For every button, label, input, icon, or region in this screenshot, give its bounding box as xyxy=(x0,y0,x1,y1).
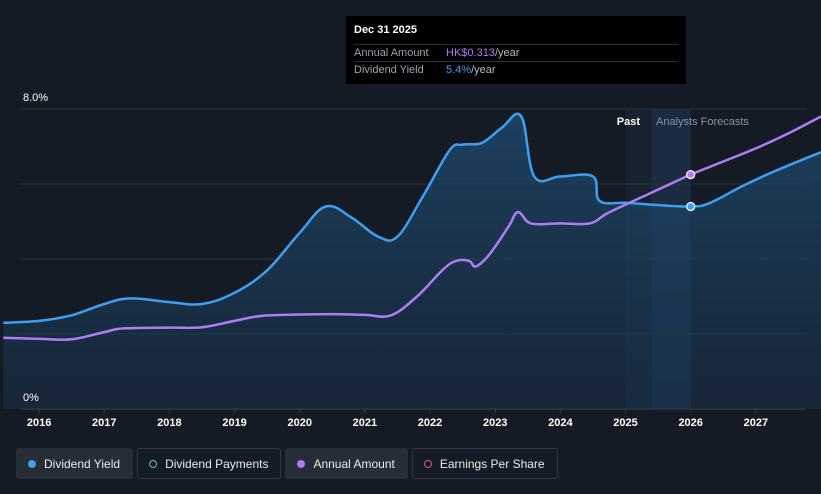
dividend-yield-area xyxy=(3,113,821,409)
past-zone-label: Past xyxy=(617,116,641,128)
filled-dot-icon xyxy=(297,459,306,468)
x-tick-label: 2020 xyxy=(287,417,311,429)
x-tick-label: 2025 xyxy=(613,417,637,429)
x-tick-label: 2026 xyxy=(678,417,702,429)
tooltip-date: Dec 31 2025 xyxy=(354,24,417,36)
legend-dividend-yield-label: Dividend Yield xyxy=(44,456,121,471)
legend-annual-amount-button[interactable]: Annual Amount xyxy=(285,448,408,479)
legend-dividend-yield-button[interactable]: Dividend Yield xyxy=(16,448,134,479)
x-tick-label: 2024 xyxy=(548,417,573,429)
forecast-zone-label: Analysts Forecasts xyxy=(656,116,749,128)
x-tick-label: 2027 xyxy=(744,417,768,429)
y-axis-bottom-label: 0% xyxy=(23,392,39,404)
tooltip-annual-amount-unit: /year xyxy=(494,47,520,59)
tooltip-dividend-yield-value: 5.4% xyxy=(446,64,472,76)
tooltip: Dec 31 2025 Annual Amount HK$0.313/year … xyxy=(346,16,686,84)
filled-dot-icon xyxy=(28,459,36,468)
legend-earnings-per-share-button[interactable]: Earnings Per Share xyxy=(411,448,558,479)
legend-dividend-payments-label: Dividend Payments xyxy=(165,456,269,471)
x-tick-label: 2018 xyxy=(157,417,181,429)
tooltip-row-dividend-yield: Dividend Yield 5.4%/year xyxy=(354,61,678,78)
tooltip-row-annual-amount: Annual Amount HK$0.313/year xyxy=(354,44,678,61)
tooltip-annual-amount-value: HK$0.313 xyxy=(446,47,495,59)
tooltip-annual-amount-label: Annual Amount xyxy=(354,47,429,59)
dividend-yield-marker xyxy=(686,201,696,212)
x-tick-label: 2022 xyxy=(418,417,442,429)
x-tick-label: 2017 xyxy=(92,417,116,429)
annual-amount-line xyxy=(3,115,821,342)
tooltip-dividend-yield-label: Dividend Yield xyxy=(354,64,424,76)
hollow-dot-icon xyxy=(423,459,432,468)
x-tick-label: 2023 xyxy=(483,417,507,429)
x-tick-label: 2016 xyxy=(27,417,51,429)
hollow-dot-icon xyxy=(149,459,158,468)
x-tick-label: 2019 xyxy=(222,417,246,429)
legend-dividend-payments-button[interactable]: Dividend Payments xyxy=(137,448,282,479)
annual-amount-marker xyxy=(686,170,696,180)
dividend-yield-line xyxy=(3,112,821,325)
x-tick-label: 2021 xyxy=(353,417,377,429)
legend-earnings-per-share-label: Earnings Per Share xyxy=(439,456,545,471)
legend-annual-amount-label: Annual Amount xyxy=(313,456,395,471)
tooltip-dividend-yield-unit: /year xyxy=(471,64,496,76)
y-axis-top-label: 8.0% xyxy=(23,92,48,104)
chart-legend: Dividend Yield Dividend Payments Annual … xyxy=(16,448,558,479)
